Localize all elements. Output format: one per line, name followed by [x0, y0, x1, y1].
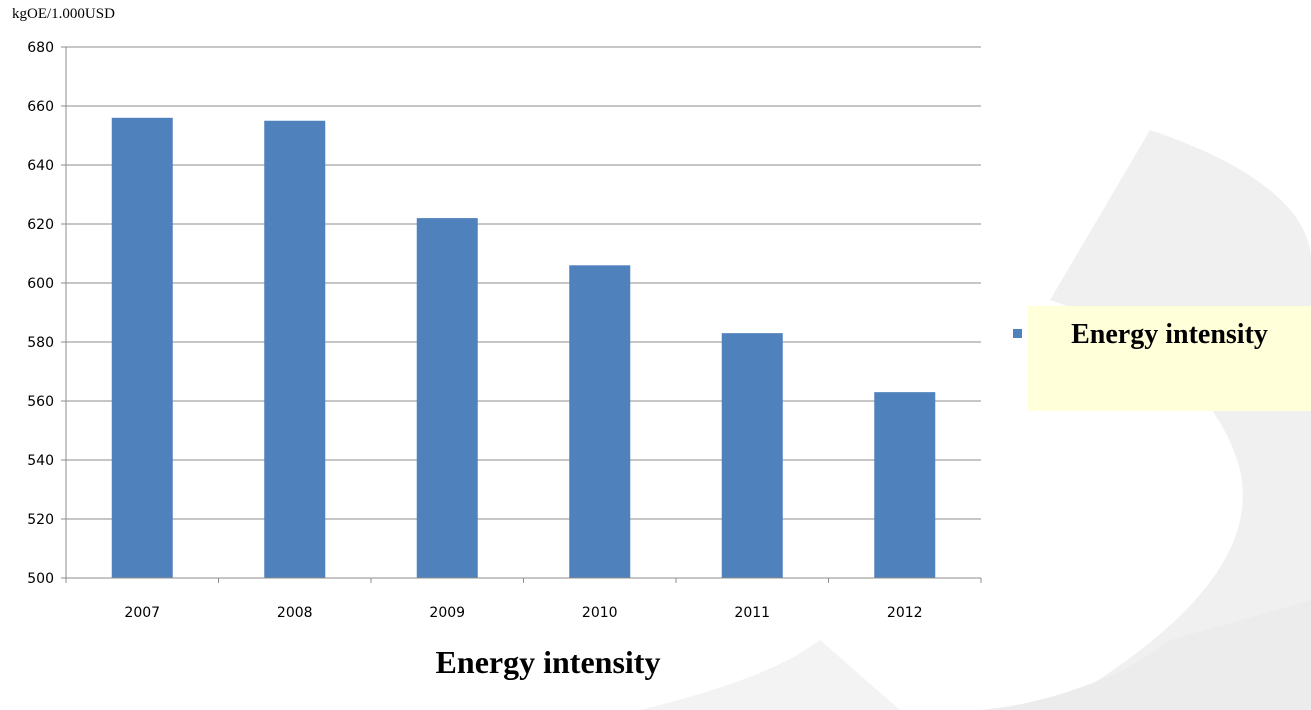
bar — [569, 265, 631, 578]
y-tick-labels: 500 520 540 560 580 600 620 640 660 680 — [27, 40, 54, 587]
bars — [111, 117, 936, 579]
chart-title: Energy intensity — [435, 644, 661, 680]
y-tick-label: 620 — [27, 217, 54, 233]
x-tick-label: 2007 — [124, 605, 160, 621]
y-tick-label: 560 — [27, 394, 54, 410]
x-tick-label: 2009 — [429, 605, 465, 621]
y-tick-label: 540 — [27, 453, 54, 469]
bar — [264, 120, 326, 578]
y-tick-label: 520 — [27, 512, 54, 528]
bar — [874, 392, 936, 578]
x-tick-label: 2008 — [277, 605, 313, 621]
y-tick-label: 660 — [27, 99, 54, 115]
x-tick-label: 2011 — [734, 605, 770, 621]
legend — [1028, 306, 1311, 411]
y-tick-label: 580 — [27, 335, 54, 351]
y-axis-label: kgOE/1.000USD — [12, 6, 115, 22]
legend-label: Energy intensity — [1071, 319, 1268, 350]
y-tick-label: 640 — [27, 158, 54, 174]
grid-lines — [66, 46, 981, 520]
bar — [111, 117, 173, 579]
legend-marker — [1013, 329, 1022, 338]
x-tick-labels: 2007 2008 2009 2010 2011 2012 — [124, 605, 922, 621]
y-tick-label: 680 — [27, 40, 54, 56]
bar — [721, 333, 783, 578]
x-tick-label: 2012 — [887, 605, 923, 621]
bar — [416, 218, 478, 578]
x-tick-label: 2010 — [582, 605, 618, 621]
axes — [61, 46, 982, 583]
y-tick-label: 600 — [27, 276, 54, 292]
y-tick-label: 500 — [27, 571, 54, 587]
